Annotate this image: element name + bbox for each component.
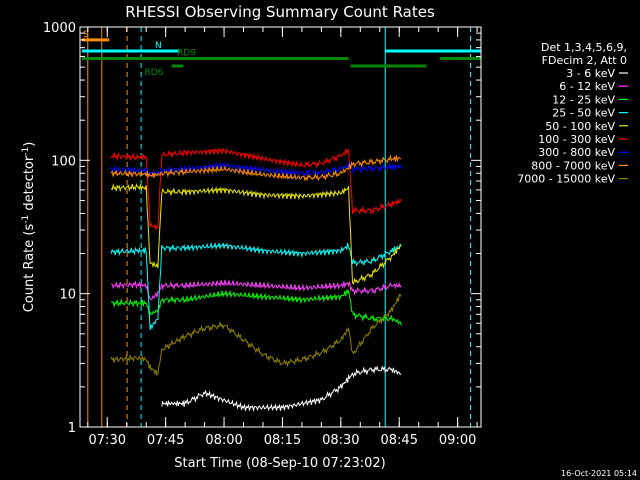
y-axis: 1 10 100 1000 <box>43 21 481 436</box>
legend-label-8: 7000 - 15000 keV <box>517 173 615 186</box>
legend-label-1: 6 - 12 keV <box>559 80 615 93</box>
series-group <box>110 146 402 413</box>
legend-label-0: 3 - 6 keV <box>566 67 615 80</box>
legend: Det 1,3,4,5,6,9,FDecim 2, Att 03 - 6 keV… <box>517 41 628 186</box>
legend-header-1: FDecim 2, Att 0 <box>542 54 627 67</box>
x-axis-label: Start Time (08-Sep-10 07:23:02) <box>174 456 385 471</box>
timestamp: 16-Oct-2021 05:14 <box>561 469 637 478</box>
vertical-markers <box>87 27 471 427</box>
y-tick-label: 1000 <box>43 21 76 36</box>
x-tick-label: 08:30 <box>322 433 359 448</box>
y-axis-label-main: Count Rate (s <box>22 224 37 313</box>
y-axis-label-mid: detector <box>22 155 37 215</box>
series-line-6 <box>110 161 402 178</box>
x-tick-label: 09:00 <box>439 433 476 448</box>
y-tick-label: 1 <box>68 421 76 436</box>
legend-label-5: 100 - 300 keV <box>538 133 615 146</box>
legend-label-3: 25 - 50 keV <box>552 107 615 120</box>
legend-label-4: 50 - 100 keV <box>545 120 615 133</box>
legend-label-6: 300 - 800 keV <box>538 146 615 159</box>
y-tick-label: 10 <box>59 288 76 303</box>
x-tick-label: 07:45 <box>147 433 184 448</box>
y-axis-label: Count Rate (s-1 detector-1) <box>21 142 37 313</box>
series-line-4 <box>110 183 402 285</box>
y-tick-label: 100 <box>51 154 76 169</box>
x-tick-label: 07:30 <box>89 433 126 448</box>
legend-label-7: 800 - 7000 keV <box>531 159 615 172</box>
y-axis-label-sup2: -1 <box>21 147 31 156</box>
plot-frame <box>79 26 482 428</box>
chart-title: RHESSI Observing Summary Count Rates <box>125 3 435 21</box>
flag-label-0: S <box>83 30 89 40</box>
series-line-7 <box>110 154 402 182</box>
flag-bars: S N RD9 RD6 <box>81 30 481 78</box>
x-tick-label: 08:00 <box>205 433 242 448</box>
flag-label-1: N <box>155 41 162 51</box>
x-axis: 07:30 07:45 08:00 08:15 08:30 08:45 09:00 <box>87 27 478 448</box>
legend-label-2: 12 - 25 keV <box>552 93 615 106</box>
legend-header-0: Det 1,3,4,5,6,9, <box>541 41 627 54</box>
y-axis-label-sup: -1 <box>21 215 31 224</box>
x-tick-label: 08:15 <box>264 433 301 448</box>
series-line-2 <box>111 289 402 326</box>
flag-label-3: RD6 <box>144 68 163 78</box>
flag-label-2: RD9 <box>177 49 196 59</box>
series-line-5 <box>110 146 402 231</box>
y-axis-label-end: ) <box>22 142 37 147</box>
x-tick-label: 08:45 <box>381 433 418 448</box>
series-line-0 <box>161 365 402 413</box>
series-line-8 <box>110 293 402 377</box>
series-line-3 <box>110 241 402 330</box>
